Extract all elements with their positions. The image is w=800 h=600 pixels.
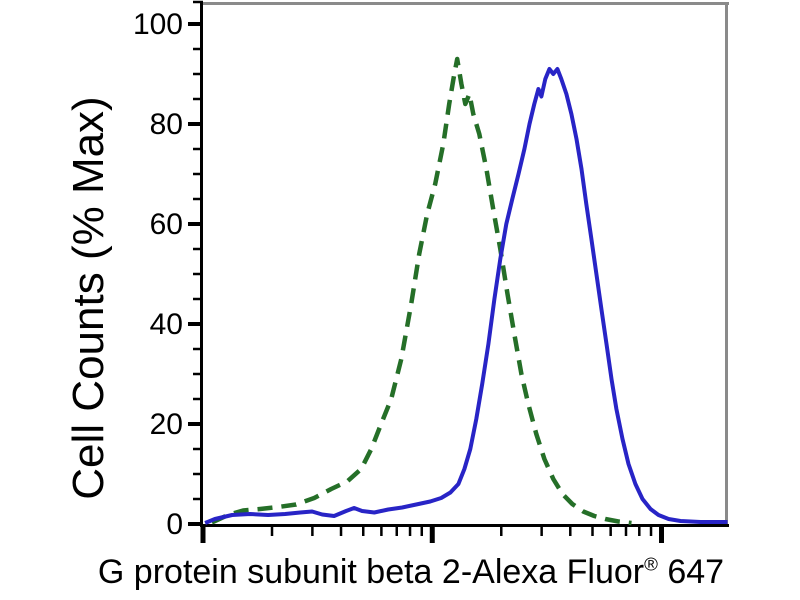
y-tick-label: 0 (166, 508, 183, 541)
x-axis-title-suffix: 647 (657, 553, 725, 591)
registered-trademark-icon: ® (644, 553, 658, 575)
solid-blue-curve (204, 67, 728, 525)
x-axis-title-text: G protein subunit beta 2-Alexa Fluor (97, 553, 645, 591)
y-tick-label: 60 (150, 208, 183, 241)
y-axis-title: Cell Counts (% Max) (64, 96, 113, 500)
x-axis-title: G protein subunit beta 2-Alexa Fluor® 64… (98, 553, 724, 592)
y-tick-label: 100 (133, 8, 183, 41)
y-tick-label: 20 (150, 408, 183, 441)
y-tick-label: 40 (150, 308, 183, 341)
dashed-green-curve (210, 56, 632, 526)
y-tick-label: 80 (150, 108, 183, 141)
